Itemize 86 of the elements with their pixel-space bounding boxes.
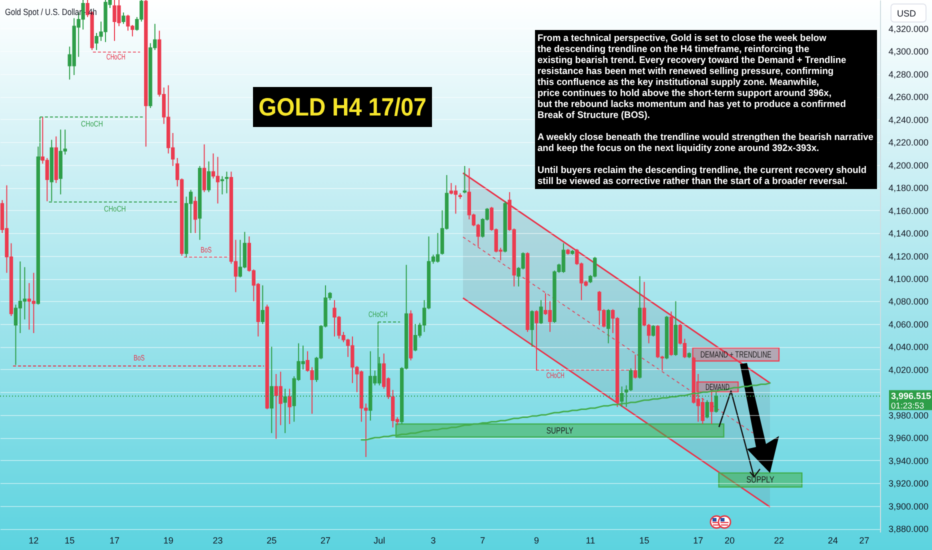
- candlestick: [18, 260, 22, 334]
- annotation: CHoCH: [104, 204, 126, 214]
- y-tick-label: 4,060.000: [888, 319, 929, 330]
- x-tick-label: 20: [724, 536, 735, 546]
- y-tick-label: 3,940.000: [888, 456, 929, 466]
- annotation: GOLD H4 17/07: [258, 94, 426, 122]
- x-tick-label: 19: [163, 536, 174, 546]
- y-tick-label: 3,960.000: [888, 433, 929, 444]
- candlestick: [436, 232, 440, 264]
- annotation: Until buyers reclaim the descending trendline, the current recovery should still be viewed as corrective rather than the start of a broader reversal.: [538, 164, 867, 188]
- candlestick: [700, 397, 704, 425]
- candlestick: [462, 165, 467, 194]
- candlestick: [705, 400, 709, 419]
- ref-line-label: 3,996.515: [891, 391, 932, 402]
- y-tick-label: 4,140.000: [888, 228, 929, 239]
- text: 01:23:53: [891, 400, 924, 411]
- candlestick: [633, 354, 638, 380]
- y-tick-label: 3,880.000: [888, 524, 929, 534]
- y-tick-label: 3,980.000: [888, 410, 929, 420]
- candlestick: [278, 371, 282, 426]
- y-tick-label: 4,260.000: [888, 92, 929, 102]
- candlestick: [211, 152, 216, 179]
- candlestick: [449, 182, 454, 195]
- y-tick-label: 4,180.000: [888, 183, 929, 194]
- x-tick-label: 9: [534, 536, 540, 546]
- candlestick: [193, 196, 198, 234]
- candlestick: [530, 310, 534, 348]
- candlestick: [606, 308, 610, 344]
- candlestick: [224, 171, 229, 194]
- annotation: DEMAND: [705, 382, 730, 392]
- candlestick: [710, 389, 714, 425]
- x-tick-label: 12: [28, 536, 39, 546]
- y-tick-label: 4,080.000: [888, 296, 929, 307]
- x-tick-label: Jul: [374, 536, 386, 546]
- candlestick: [14, 304, 18, 366]
- candlestick: [45, 158, 49, 202]
- y-axis-title: USD: [897, 8, 916, 18]
- candlestick: [598, 290, 602, 326]
- x-tick-label: 17: [109, 536, 120, 546]
- x-tick-label: 17: [693, 536, 704, 546]
- annotation: CHoCH: [81, 119, 104, 129]
- annotation: SUPPLY: [546, 425, 574, 436]
- candlestick: [206, 160, 211, 193]
- candlestick: [534, 310, 538, 372]
- y-tick-label: 4,300.000: [888, 46, 929, 57]
- candlestick: [27, 282, 32, 330]
- candlestick: [539, 300, 543, 324]
- candlestick: [454, 184, 458, 214]
- candlestick: [651, 324, 656, 337]
- candlestick: [22, 266, 27, 320]
- candlestick: [122, 12, 126, 24]
- x-tick-label: 3: [430, 536, 436, 546]
- x-tick-label: 23: [212, 536, 223, 546]
- x-tick-label: 27: [859, 536, 870, 546]
- y-tick-label: 3,900.000: [888, 501, 929, 512]
- y-tick-label: 4,320.000: [888, 24, 929, 34]
- y-tick-label: 4,100.000: [888, 274, 929, 284]
- y-tick-label: 4,280.000: [888, 69, 929, 80]
- candlestick: [628, 368, 633, 392]
- annotation: From a technical perspective, Gold is set to close the week below the descending trendline on the H4 timeframe, reinforcing the existing bearish trend. Every recovery toward the Demand + Trendline resistance has been met with renewed selling pressure, confirming this confluence as the key institutional supply zone. Meanwhile, price continues to hold above the short-term support around 396x, but the rebound lacks momentum and has yet to produce a confirmed Break of Structure (BOS).: [538, 32, 846, 122]
- y-tick-label: 3,920.000: [888, 478, 929, 489]
- candlestick: [216, 156, 220, 204]
- y-tick-label: 4,120.000: [888, 251, 929, 262]
- x-tick-label: 15: [639, 536, 650, 546]
- candlestick: [413, 323, 418, 352]
- annotation: SUPPLY: [746, 475, 775, 485]
- y-tick-label: 4,240.000: [888, 114, 929, 125]
- candlestick: [238, 239, 242, 278]
- x-tick-label: 27: [320, 536, 331, 546]
- x-tick-label: 7: [480, 536, 486, 546]
- candlestick: [32, 272, 36, 334]
- y-tick-label: 4,040.000: [888, 342, 929, 352]
- candlestick: [260, 284, 264, 324]
- annotation: A weekly close beneath the trendline would strengthen the bearish narrative and keep the focus on the next liquidity zone around 392x-393x.: [538, 132, 874, 154]
- line-series: [360, 382, 771, 441]
- x-tick-label: 15: [64, 536, 75, 546]
- y-tick-label: 4,020.000: [888, 364, 929, 375]
- x-tick-label: 24: [828, 536, 838, 546]
- y-tick-label: 4,200.000: [888, 160, 929, 170]
- candlestick: [288, 388, 292, 425]
- x-tick-label: 22: [774, 536, 784, 546]
- y-tick-label: 4,160.000: [888, 206, 929, 216]
- y-tick-label: 4,220.000: [888, 138, 929, 148]
- x-tick-label: 25: [266, 536, 277, 546]
- x-tick-label: 11: [586, 536, 596, 546]
- candlestick: [202, 144, 206, 193]
